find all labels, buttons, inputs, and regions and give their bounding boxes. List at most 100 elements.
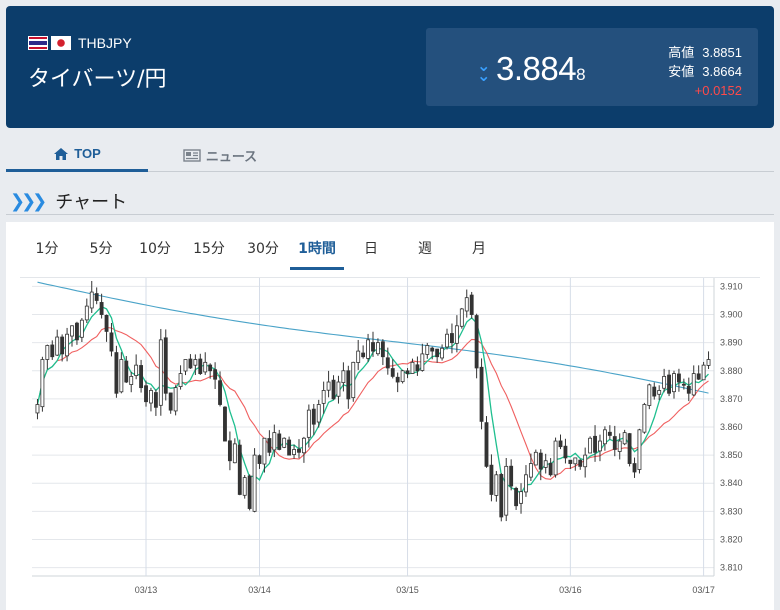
candle-body [188, 358, 193, 369]
period-tab-6[interactable]: 日 [364, 241, 378, 257]
candle-body [474, 315, 479, 369]
tab-news[interactable]: ニュース [148, 138, 292, 172]
candle-body [484, 422, 489, 467]
price-change: +0.0152 [694, 83, 742, 98]
period-tab-5[interactable]: 1時間 [290, 238, 344, 270]
candle-body [247, 475, 252, 509]
candle-body [371, 342, 375, 352]
candle-body [193, 359, 198, 366]
y-tick-label: 3.880 [720, 366, 743, 376]
candle-body [45, 345, 50, 360]
chart-section-header: ❯❯❯ チャート [10, 188, 127, 214]
candle-body [351, 361, 356, 399]
candle-body [321, 390, 326, 404]
candle-body [139, 365, 144, 389]
y-tick-label: 3.850 [720, 450, 743, 460]
candle-body [331, 379, 336, 400]
candle-body [607, 431, 612, 436]
tab-news-label: ニュース [205, 148, 258, 164]
candle-body [588, 437, 593, 454]
candle-body [410, 361, 415, 374]
candle-body [292, 449, 296, 455]
candle-body [681, 383, 686, 386]
candle-body [479, 366, 484, 422]
candle-body [454, 325, 459, 344]
candle-body [203, 361, 208, 373]
period-tab-1[interactable]: 5分 [89, 241, 113, 257]
candle-body [524, 474, 528, 493]
candle-body [114, 352, 119, 394]
candle-body [366, 339, 370, 359]
candle-body [208, 364, 213, 372]
ma-mid-line [36, 326, 709, 480]
candle-body [519, 491, 523, 504]
period-tab-3[interactable]: 15分 [193, 241, 225, 257]
candle-body [489, 464, 494, 495]
candle-body [99, 302, 104, 315]
candle-body [40, 359, 45, 408]
candle-body [168, 392, 173, 411]
candle-body [75, 322, 79, 341]
period-tab-2[interactable]: 10分 [139, 241, 171, 257]
candle-body [632, 463, 637, 473]
thailand-flag-icon [28, 36, 48, 50]
x-tick-label: 03/13 [135, 585, 158, 595]
current-price: 3.8848 [496, 50, 586, 88]
candlestick-chart[interactable]: 3.810 3.820 3.830 3.840 3.850 3.860 3.870 3.880… [6, 278, 774, 610]
candle-body [341, 370, 346, 384]
candle-body [361, 352, 366, 358]
candle-body [50, 344, 55, 358]
candle-body [440, 347, 445, 359]
x-tick-label: 03/14 [248, 585, 271, 595]
candle-body [336, 381, 341, 397]
candle-body [593, 435, 597, 453]
candle-body [79, 319, 84, 338]
candle-body [662, 375, 667, 389]
period-tab-0[interactable]: 1分 [35, 241, 59, 257]
x-tick-label: 03/15 [396, 585, 419, 595]
candle-body [533, 451, 538, 466]
candle-body [173, 387, 178, 412]
candle-body [385, 357, 390, 369]
candle-body [277, 433, 282, 450]
candle-body [558, 440, 563, 448]
candle-body [504, 465, 509, 516]
candle-body [149, 390, 153, 404]
candle-body [257, 455, 262, 464]
low-label: 安値 [668, 64, 695, 79]
candle-body [119, 359, 124, 393]
candle-body [657, 390, 662, 395]
pair-code: THBJPY [78, 35, 132, 51]
candle-body [672, 373, 676, 393]
candle-body [346, 370, 351, 400]
candle-body [430, 347, 435, 352]
candle-body [538, 452, 543, 470]
period-tab-8[interactable]: 月 [472, 241, 486, 257]
candle-body [696, 373, 701, 380]
candle-body [297, 448, 301, 453]
tab-top[interactable]: TOP [6, 138, 148, 172]
double-chevron-icon: ❯❯❯ [10, 190, 47, 212]
candle-body [380, 341, 385, 358]
candle-body [405, 370, 410, 374]
japan-flag-icon [51, 36, 71, 50]
y-tick-label: 3.900 [720, 310, 743, 320]
candle-body [376, 342, 380, 355]
candle-body [598, 440, 602, 452]
candle-body [395, 376, 400, 383]
period-tab-4[interactable]: 30分 [247, 241, 279, 257]
period-tab-7[interactable]: 週 [418, 241, 432, 257]
y-tick-label: 3.810 [720, 563, 743, 573]
down-arrow-icon: ⌄ ⌄ [477, 56, 491, 85]
candle-body [213, 369, 218, 380]
candle-body [459, 308, 464, 327]
candle-body [652, 386, 657, 397]
candle-body [435, 348, 440, 358]
candle-body [84, 305, 89, 321]
candle-body [237, 444, 242, 495]
candle-body [686, 385, 691, 394]
high-label: 高値 [668, 45, 695, 60]
candle-body [642, 404, 647, 433]
candle-body [390, 368, 395, 377]
candle-body [301, 437, 306, 454]
